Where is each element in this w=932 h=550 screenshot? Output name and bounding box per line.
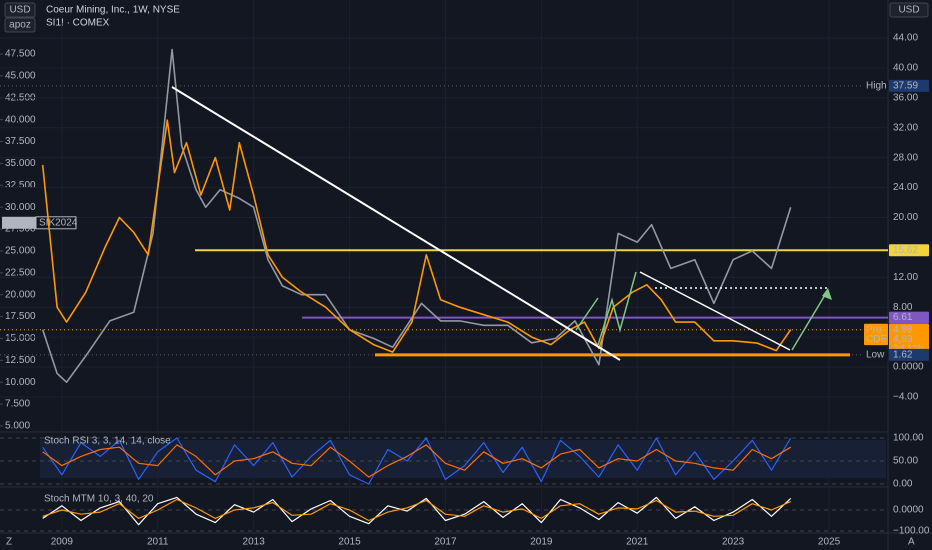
- projection-arrow: [597, 271, 637, 346]
- y2-tick-label: 20.00: [893, 212, 918, 223]
- y2-tick-label: 8.00: [893, 302, 913, 313]
- scale-box[interactable]: [4, 17, 36, 33]
- price-label-value: 15.62: [893, 245, 918, 256]
- x-tick-label: 2011: [147, 537, 169, 548]
- price-label-box: [889, 311, 929, 324]
- price-name-box: [864, 323, 888, 336]
- y2-tick-label: 12.00: [893, 272, 918, 283]
- y-tick-label: 100.00: [893, 433, 924, 444]
- y2-tick-label: 28.00: [893, 152, 918, 163]
- y-tick-label: 0.0000: [893, 505, 924, 516]
- indicator-title: Stoch RSI 3, 3, 14, 14, close: [44, 436, 171, 447]
- x-tick-label: 2025: [818, 537, 841, 548]
- y-tick-label: 10.000: [5, 377, 36, 388]
- price-name-box: [864, 333, 888, 346]
- projection-arrow: [791, 289, 829, 351]
- left-scale[interactable]: apoz: [9, 20, 31, 31]
- price-label-box: [889, 348, 929, 361]
- x-tick-label: 2023: [722, 537, 745, 548]
- y2-tick-label: −4.00: [893, 392, 919, 403]
- indicator-title: Stoch MTM 10, 3, 40, 20: [44, 494, 154, 505]
- price-name-box: [864, 79, 888, 92]
- x-tick-label: 2009: [51, 537, 74, 548]
- trend-line: [639, 271, 791, 351]
- unit-box[interactable]: [4, 2, 36, 18]
- right-unit[interactable]: USD: [898, 5, 919, 16]
- corner-label[interactable]: Z: [6, 537, 12, 548]
- left-price-name-box: [35, 216, 77, 230]
- left-unit[interactable]: USD: [9, 5, 30, 16]
- series-line: [42, 498, 791, 522]
- left-price-box: [2, 216, 36, 229]
- price-label-name: Low: [866, 350, 885, 361]
- unit-box[interactable]: [889, 2, 929, 18]
- y-tick-label: −100.00: [893, 526, 930, 537]
- trend-line: [171, 86, 621, 361]
- y-tick-label: 12.500: [5, 355, 36, 366]
- y-tick-label: 45.000: [5, 71, 36, 82]
- price-label-name: High: [866, 81, 887, 92]
- left-price-value: 28.215: [5, 217, 36, 228]
- y-tick-label: 0.00: [893, 479, 913, 490]
- price-label-value: 37.59: [893, 81, 918, 92]
- price-label-name: CDE: [866, 334, 887, 345]
- y-tick-label: 5.000: [5, 421, 30, 432]
- price-label-box: [889, 79, 929, 92]
- price-label-box: [889, 244, 929, 257]
- x-tick-label: 2013: [243, 537, 266, 548]
- y-tick-label: 37.500: [5, 136, 36, 147]
- price-label-value: 4.98: [893, 324, 913, 335]
- y-tick-label: 15.000: [5, 333, 36, 344]
- y2-tick-label: 44.00: [893, 33, 918, 44]
- y2-tick-label: 40.00: [893, 63, 918, 74]
- series-line: [41, 48, 792, 383]
- y-tick-label: 20.000: [5, 289, 36, 300]
- x-tick-label: 2021: [626, 537, 649, 548]
- x-tick-label: 2017: [434, 537, 457, 548]
- chart-title: Coeur Mining, Inc., 1W, NYSE: [46, 5, 180, 16]
- y-tick-label: 30.000: [5, 202, 36, 213]
- y-tick-label: 25.000: [5, 246, 36, 257]
- y2-tick-label: 24.00: [893, 182, 918, 193]
- price-name-box: [864, 348, 888, 361]
- left-price-name: SIK2024: [39, 217, 78, 228]
- price-label-box: [889, 323, 929, 336]
- x-tick-label: 2019: [530, 537, 553, 548]
- y-tick-label: 47.500: [5, 49, 36, 60]
- corner-label[interactable]: A: [908, 537, 915, 548]
- y-tick-label: 50.00: [893, 456, 918, 467]
- series-line: [42, 444, 792, 478]
- y-tick-label: 22.500: [5, 267, 36, 278]
- price-label-value: 1.62: [893, 350, 913, 361]
- price-label-value: 6.61: [893, 312, 913, 323]
- arrow-head: [822, 288, 832, 300]
- y-tick-label: 27.500: [5, 224, 36, 235]
- projection-arrow: [575, 297, 599, 331]
- series-line: [42, 437, 792, 485]
- price-label-value: 4.93: [893, 334, 913, 345]
- chart-subtitle: SI1! · COMEX: [46, 18, 110, 29]
- y-tick-label: 35.000: [5, 158, 36, 169]
- y2-tick-label: 0.0000: [893, 362, 924, 373]
- y2-tick-label: 36.00: [893, 92, 918, 103]
- y-tick-label: 17.500: [5, 311, 36, 322]
- y-tick-label: 7.500: [5, 399, 30, 410]
- rsi-band: [40, 440, 886, 478]
- series-line: [41, 119, 792, 353]
- x-tick-label: 2015: [338, 537, 361, 548]
- y-tick-label: 32.500: [5, 180, 36, 191]
- y-tick-label: 40.000: [5, 114, 36, 125]
- price-label-name: Pre: [866, 324, 882, 335]
- y2-tick-label: 32.00: [893, 122, 918, 133]
